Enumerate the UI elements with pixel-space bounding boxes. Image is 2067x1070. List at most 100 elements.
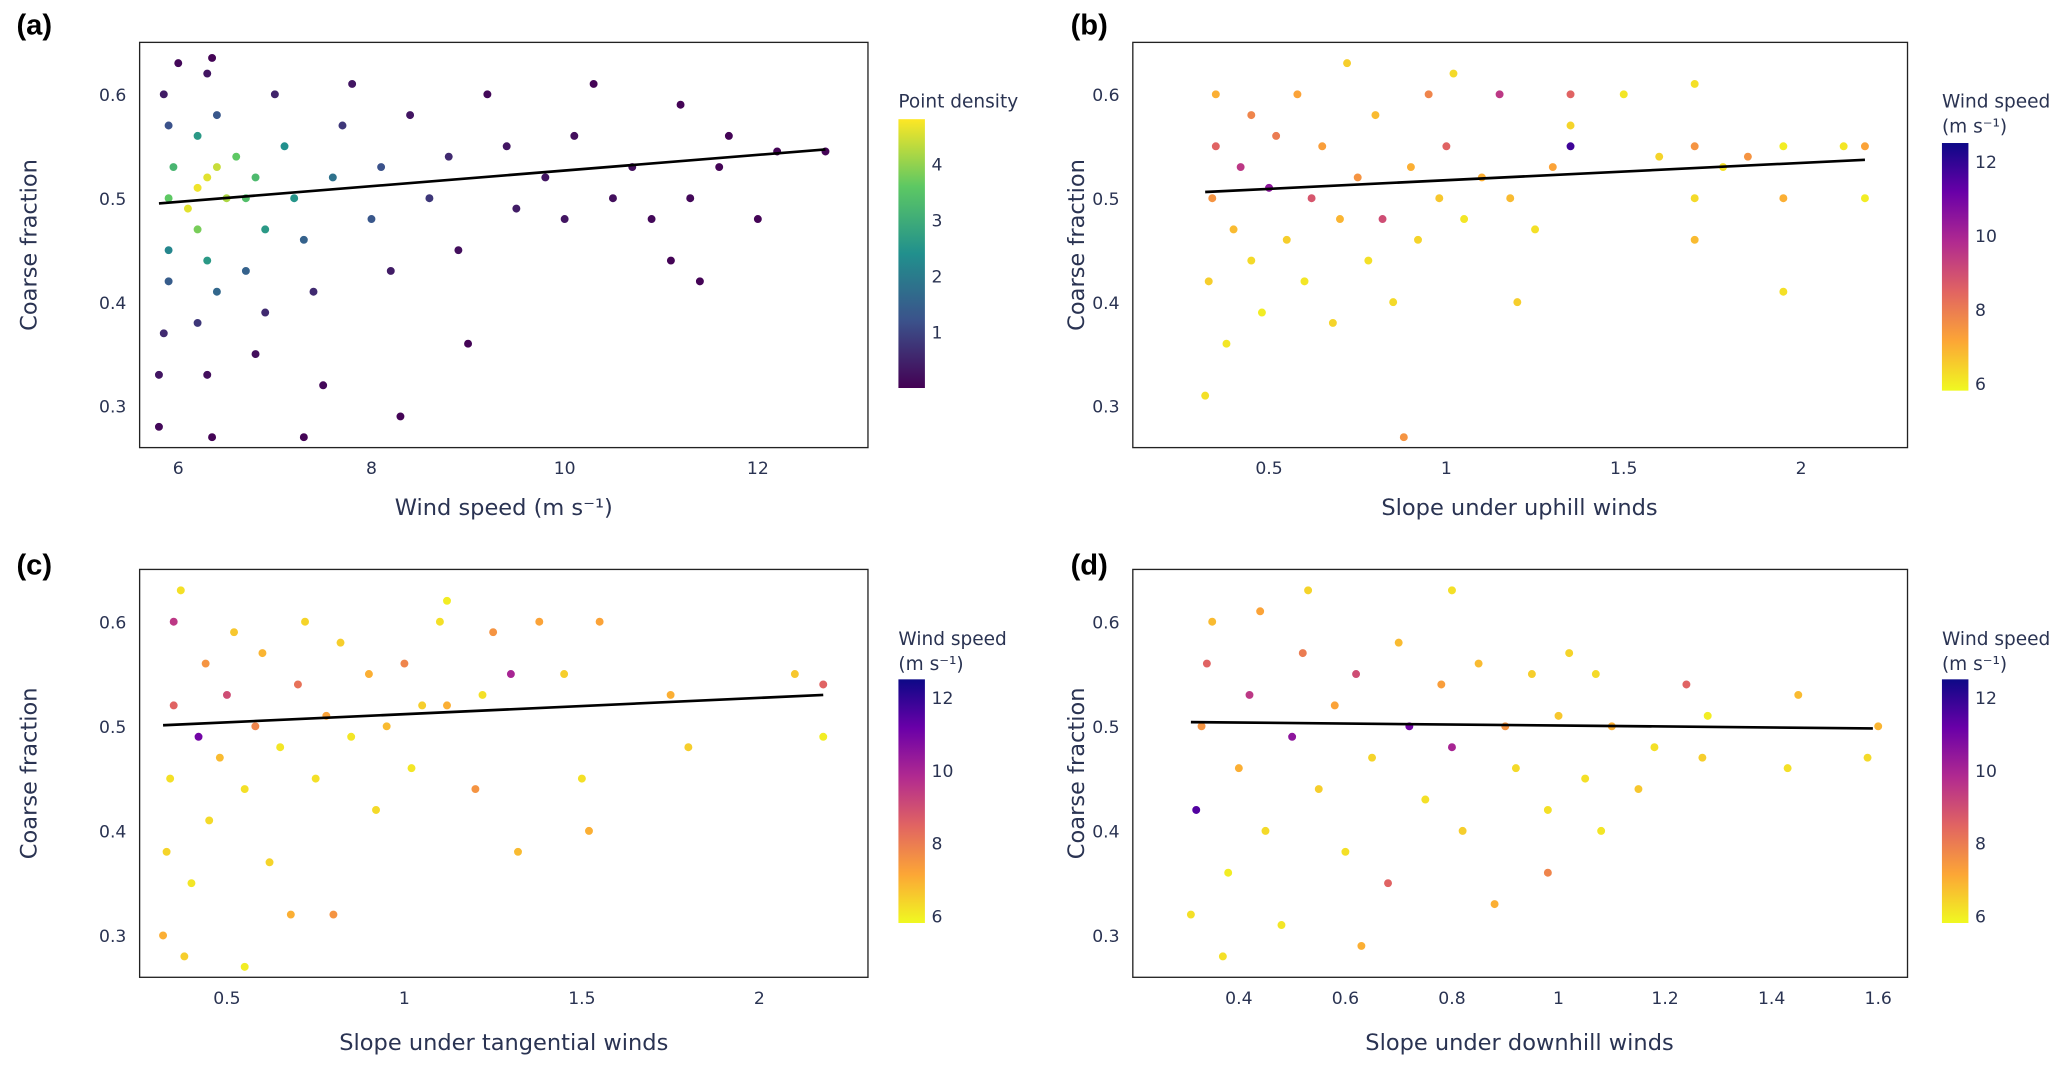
data-point — [1860, 193, 1870, 203]
data-point — [1234, 763, 1244, 773]
x-tick-label: 1.5 — [1610, 459, 1637, 479]
data-point — [1298, 648, 1308, 658]
scatter-points — [154, 53, 831, 442]
data-point — [289, 193, 299, 203]
data-point — [1565, 89, 1576, 100]
colorbar-tick-label: 6 — [1975, 907, 1986, 927]
panel-label: (a) — [16, 9, 52, 41]
panel-label: (d) — [1071, 550, 1108, 582]
data-point — [405, 110, 415, 120]
data-point — [381, 721, 392, 732]
data-point — [695, 276, 705, 287]
data-point — [506, 669, 516, 679]
data-point — [1367, 752, 1377, 763]
colorbar-tick-label: 8 — [932, 835, 943, 855]
data-point — [675, 99, 686, 110]
data-point — [310, 773, 321, 784]
data-point — [222, 690, 232, 700]
data-point — [192, 183, 203, 193]
data-point — [1191, 805, 1201, 815]
data-point — [1548, 162, 1558, 172]
data-point — [1244, 690, 1255, 700]
plot-frame — [138, 568, 869, 978]
data-point — [685, 193, 695, 203]
data-point — [193, 731, 204, 742]
x-tick-label: 0.6 — [1332, 989, 1359, 1009]
y-tick-label: 0.4 — [99, 823, 126, 843]
data-point — [1342, 58, 1352, 68]
data-point — [1681, 679, 1692, 690]
data-point — [501, 141, 512, 152]
data-point — [511, 203, 522, 214]
data-point — [818, 731, 829, 742]
data-point — [1352, 172, 1363, 183]
colorbar-tick-label: 6 — [932, 907, 943, 927]
x-tick-label: 10 — [554, 459, 576, 479]
data-point — [1689, 141, 1700, 152]
data-point — [1580, 773, 1590, 784]
data-point — [1689, 235, 1700, 245]
colorbar-tick-label: 4 — [932, 156, 943, 176]
data-point — [1406, 162, 1416, 172]
colorbar-tick-label: 1 — [932, 324, 943, 344]
data-point — [154, 422, 164, 432]
data-point — [1370, 110, 1381, 120]
y-axis-label: Coarse fraction — [16, 688, 42, 860]
data-point — [163, 276, 174, 287]
y-tick-label: 0.6 — [99, 613, 126, 633]
panel-d: (d) Slope under downhill winds Coarse fr… — [1064, 550, 2050, 1056]
data-point — [1202, 658, 1212, 669]
y-tick-label: 0.4 — [99, 294, 126, 314]
data-point — [1649, 742, 1660, 752]
x-tick-label: 0.4 — [1225, 989, 1252, 1009]
data-point — [168, 616, 179, 627]
data-point — [665, 690, 676, 700]
data-point — [1778, 141, 1789, 152]
x-axis-label: Wind speed (m s⁻¹) — [395, 495, 613, 521]
data-point — [1689, 193, 1700, 203]
data-point — [1260, 826, 1271, 836]
data-point — [1473, 658, 1484, 669]
panel-label: (b) — [1071, 9, 1108, 41]
colorbar-title-units: (m s⁻¹) — [1942, 116, 2007, 137]
colorbar-tick-label: 2 — [932, 268, 943, 288]
data-point — [1633, 784, 1644, 794]
colorbar-tick-label: 3 — [932, 212, 943, 232]
colorbar — [1941, 143, 1969, 391]
data-point — [559, 669, 569, 679]
data-point — [1377, 214, 1388, 224]
data-point — [584, 826, 594, 836]
data-point — [1778, 193, 1789, 203]
data-point — [1505, 193, 1515, 203]
colorbar-tick-label: 12 — [1975, 689, 1997, 709]
data-point — [192, 224, 203, 235]
data-point — [477, 690, 488, 700]
y-tick-label: 0.5 — [1092, 718, 1119, 738]
data-point — [1257, 307, 1267, 318]
data-point — [1399, 432, 1409, 442]
data-point — [163, 120, 174, 131]
data-point — [1527, 669, 1537, 679]
panel-label: (c) — [16, 550, 52, 582]
data-point — [1689, 79, 1700, 89]
data-point — [443, 151, 454, 162]
data-point — [1299, 276, 1310, 287]
data-point — [1207, 616, 1217, 627]
data-point — [406, 763, 417, 773]
data-point — [1211, 89, 1221, 100]
data-point — [192, 318, 203, 328]
data-point — [257, 648, 268, 658]
data-point — [183, 203, 193, 214]
x-tick-label: 1 — [1441, 459, 1452, 479]
data-point — [1221, 338, 1232, 349]
data-point — [163, 245, 174, 255]
data-point — [231, 151, 241, 162]
data-point — [1313, 784, 1324, 794]
y-tick-label: 0.3 — [99, 398, 126, 418]
data-point — [161, 847, 172, 857]
data-point — [1292, 89, 1303, 100]
regression-line — [1205, 158, 1866, 194]
data-point — [176, 585, 186, 596]
colorbar-tick-label: 8 — [1975, 835, 1986, 855]
